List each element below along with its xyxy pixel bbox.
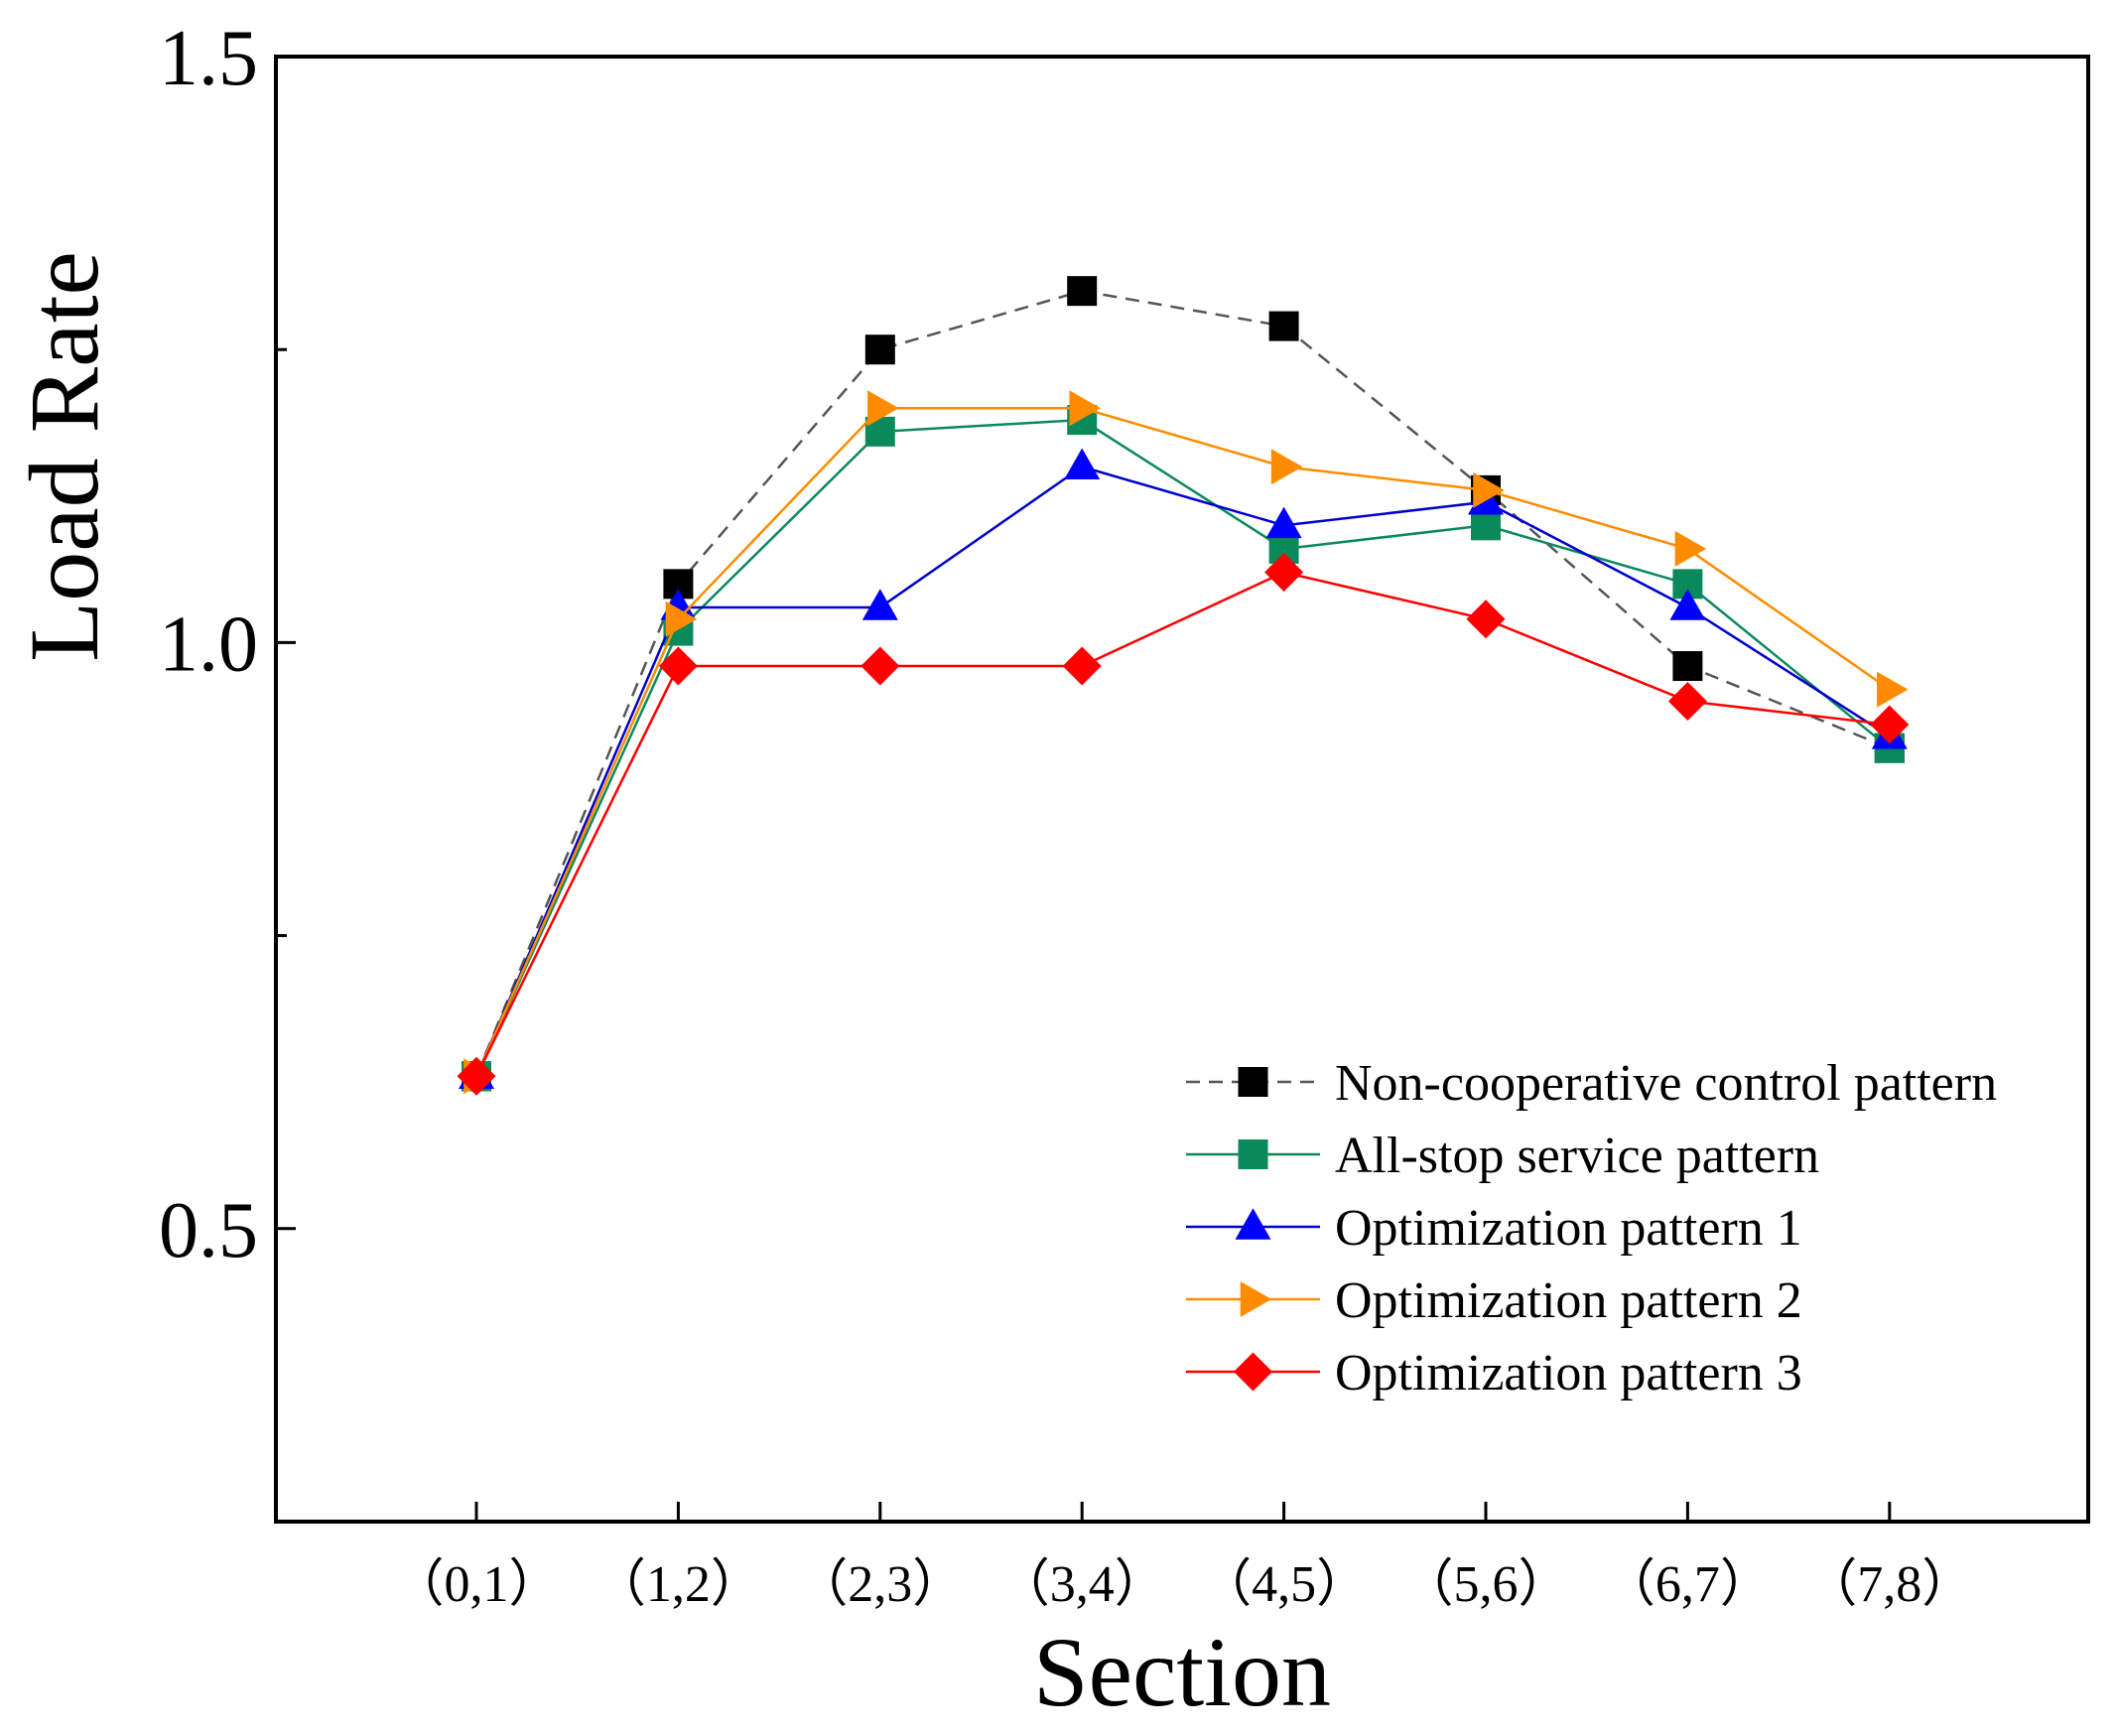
x-tick-label: （6,7） — [1604, 1556, 1772, 1613]
y-tick-label: 1.5 — [159, 15, 258, 102]
tick-labels: 0.5 1.0 1.5 （0,1） （1,2） （2,3） （3,4） （4,5） （5,6） （… — [159, 15, 1973, 1613]
legend-marker — [1240, 1281, 1272, 1317]
legend-item: Non-cooperative control pattern — [1186, 1055, 1997, 1112]
legend-label: Optimization pattern 2 — [1335, 1272, 1802, 1329]
x-tick-label: （1,2） — [595, 1556, 762, 1613]
x-tick-label: （5,6） — [1401, 1556, 1569, 1613]
data-point — [1473, 471, 1505, 508]
x-axis-title: Section — [1033, 1617, 1331, 1727]
data-point — [1877, 671, 1909, 708]
data-point — [1667, 681, 1707, 721]
axis-ticks — [276, 55, 1892, 1524]
y-axis-title: Load Rate — [9, 251, 119, 662]
data-point — [860, 646, 900, 686]
legend-label: Non-cooperative control pattern — [1335, 1055, 1997, 1112]
data-point — [1062, 646, 1102, 686]
legend-label: Optimization pattern 1 — [1335, 1200, 1802, 1257]
x-tick-label: （4,5） — [1200, 1556, 1368, 1613]
x-tick-label: （2,3） — [796, 1556, 964, 1613]
data-point — [1674, 530, 1707, 567]
legend-label: All-stop service pattern — [1335, 1128, 1819, 1184]
legend: Non-cooperative control pattern All-stop … — [1186, 1055, 1997, 1402]
series-line — [474, 406, 1891, 1077]
data-point — [1264, 553, 1304, 593]
x-tick-label: （3,4） — [998, 1556, 1166, 1613]
series-line — [474, 465, 1891, 1077]
legend-marker — [1238, 1067, 1268, 1097]
legend-marker — [1234, 1352, 1272, 1392]
legend-marker — [1238, 1139, 1268, 1169]
legend-item: Optimization pattern 2 — [1186, 1272, 1802, 1329]
data-point — [1672, 651, 1703, 682]
series-layer — [457, 276, 1910, 1096]
legend-item: All-stop service pattern — [1186, 1128, 1819, 1184]
data-point — [867, 390, 899, 427]
data-point — [1669, 589, 1706, 620]
data-point — [1069, 390, 1101, 427]
legend-item: Optimization pattern 1 — [1186, 1200, 1802, 1257]
data-point — [1471, 510, 1501, 541]
data-point — [1270, 449, 1303, 485]
data-point — [1064, 448, 1101, 480]
data-point — [864, 334, 895, 365]
data-point — [1067, 276, 1098, 307]
plot-frame — [274, 55, 2090, 1524]
data-point — [861, 589, 898, 620]
data-point — [457, 1056, 496, 1096]
x-tick-label: （7,8） — [1805, 1556, 1973, 1613]
data-point — [1466, 600, 1506, 639]
y-tick-label: 0.5 — [159, 1187, 258, 1274]
y-tick-label: 1.0 — [159, 601, 258, 688]
series-line — [474, 418, 1891, 1077]
legend-label: Optimization pattern 3 — [1335, 1345, 1802, 1402]
x-tick-label: （0,1） — [392, 1556, 560, 1613]
series-line — [474, 289, 1891, 1077]
data-point — [1265, 506, 1302, 539]
series-line — [474, 571, 1890, 1077]
legend-marker — [1235, 1208, 1271, 1240]
data-point — [1268, 311, 1299, 341]
series-5 — [457, 553, 1910, 1096]
data-point — [1870, 705, 1910, 744]
legend-item: Optimization pattern 3 — [1186, 1345, 1802, 1402]
data-point — [658, 646, 698, 686]
data-point — [665, 601, 698, 637]
